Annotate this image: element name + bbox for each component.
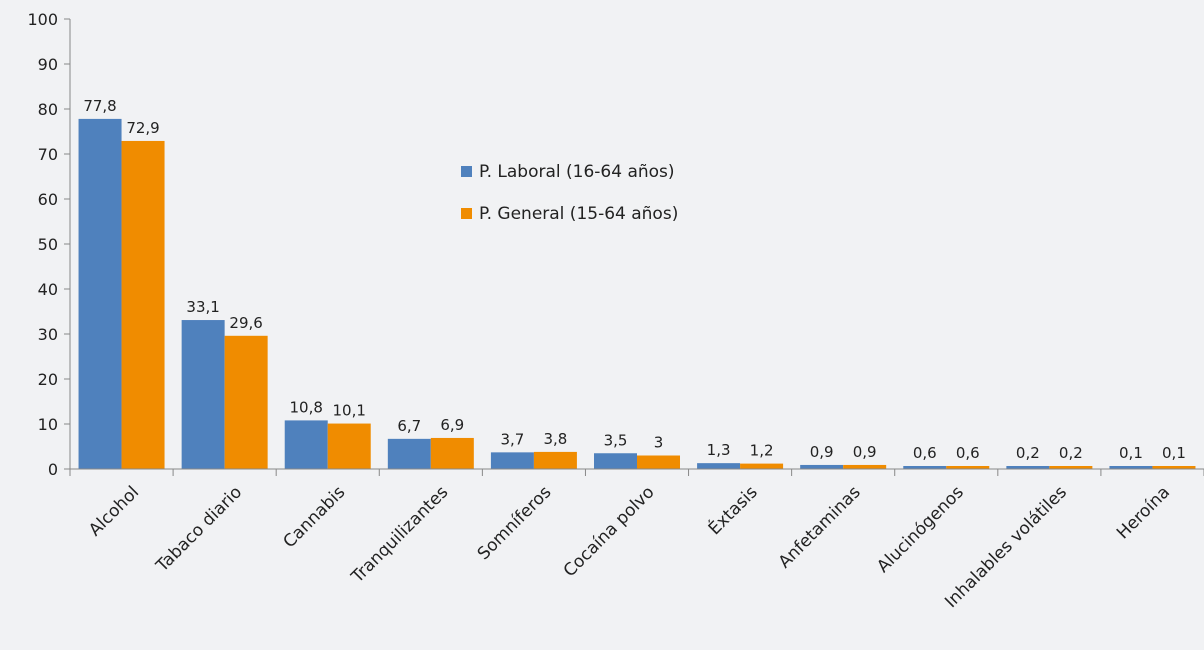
- bar-general: [533, 451, 577, 469]
- x-category-label: Heroína: [1113, 482, 1174, 543]
- x-category-label: Alucinógenos: [873, 482, 968, 577]
- x-category-label: Tranquilizantes: [347, 482, 452, 587]
- bar-general: [1152, 466, 1196, 469]
- data-label: 3,8: [543, 430, 567, 448]
- bar-general: [430, 437, 474, 469]
- bar-general: [327, 423, 371, 469]
- data-label: 3,5: [604, 431, 628, 449]
- y-axis: 0 10 20 30 40 50 60 70 80 90 100: [27, 10, 71, 479]
- x-category-label: Somníferos: [474, 482, 556, 564]
- y-tick-label: 60: [38, 190, 58, 209]
- bar-laboral: [387, 438, 431, 469]
- data-label: 0,9: [853, 443, 877, 461]
- x-category-label: Tabaco diario: [152, 482, 246, 576]
- data-label: 0,2: [1059, 444, 1083, 462]
- bar-laboral: [490, 452, 534, 469]
- bar-general: [843, 464, 887, 469]
- data-label: 6,9: [440, 416, 464, 434]
- x-category-label: Éxtasis: [703, 481, 761, 539]
- y-tick-label: 50: [38, 235, 58, 254]
- bar-laboral: [800, 464, 844, 469]
- data-label: 6,7: [397, 417, 421, 435]
- data-label: 3: [654, 434, 664, 452]
- bar-laboral: [903, 466, 947, 469]
- legend-label: P. Laboral (16-64 años): [479, 162, 675, 182]
- data-label: 0,1: [1162, 444, 1186, 462]
- bar-laboral: [1006, 466, 1050, 469]
- y-tick-label: 30: [38, 325, 58, 344]
- data-label: 10,8: [290, 398, 323, 416]
- data-label: 0,9: [810, 443, 834, 461]
- data-labels: 77,8 72,9 33,1 29,6 10,8 10,1 6,7 6,9 3,7 3,8 3,5 3…: [83, 97, 1186, 462]
- bar-laboral: [284, 420, 328, 469]
- data-label: 0,2: [1016, 444, 1040, 462]
- bar-general: [121, 140, 165, 469]
- bar-laboral: [181, 320, 225, 469]
- bar-laboral: [1109, 466, 1153, 469]
- bar-laboral: [697, 463, 741, 469]
- data-label: 3,7: [500, 430, 524, 448]
- data-label: 1,3: [707, 441, 731, 459]
- bar-general: [946, 466, 990, 469]
- data-label: 33,1: [186, 298, 219, 316]
- bar-general: [637, 455, 680, 469]
- bar-general: [224, 335, 268, 469]
- bar-laboral: [594, 453, 637, 469]
- y-tick-label: 100: [27, 10, 58, 29]
- data-label: 29,6: [229, 314, 262, 332]
- y-tick-label: 0: [48, 460, 58, 479]
- x-category-label: Cocaína polvo: [560, 482, 659, 581]
- legend-swatch: [461, 166, 472, 177]
- x-category-label: Anfetaminas: [775, 482, 865, 572]
- bar-laboral: [78, 118, 122, 470]
- x-axis: Alcohol Tabaco diario CannabisTranquilizan…: [69, 468, 1204, 612]
- data-label: 77,8: [83, 97, 116, 115]
- data-label: 10,1: [333, 402, 366, 420]
- y-tick-label: 90: [38, 55, 58, 74]
- bar-general: [740, 463, 784, 469]
- data-label: 1,2: [750, 442, 774, 460]
- legend-swatch: [461, 208, 472, 219]
- legend: P. Laboral (16-64 años) P. General (15-64…: [461, 162, 678, 224]
- bar-general: [1049, 466, 1093, 469]
- bars: [78, 118, 1196, 470]
- x-category-label: Alcohol: [85, 482, 143, 540]
- y-tick-label: 10: [38, 415, 58, 434]
- y-tick-label: 20: [38, 370, 58, 389]
- x-category-label: Cannabis: [280, 482, 350, 552]
- y-tick-label: 70: [38, 145, 58, 164]
- data-label: 72,9: [126, 119, 159, 137]
- legend-label: P. General (15-64 años): [479, 204, 678, 224]
- data-label: 0,6: [913, 444, 937, 462]
- data-label: 0,1: [1119, 444, 1143, 462]
- y-tick-label: 80: [38, 100, 58, 119]
- data-label: 0,6: [956, 444, 980, 462]
- y-tick-label: 40: [38, 280, 58, 299]
